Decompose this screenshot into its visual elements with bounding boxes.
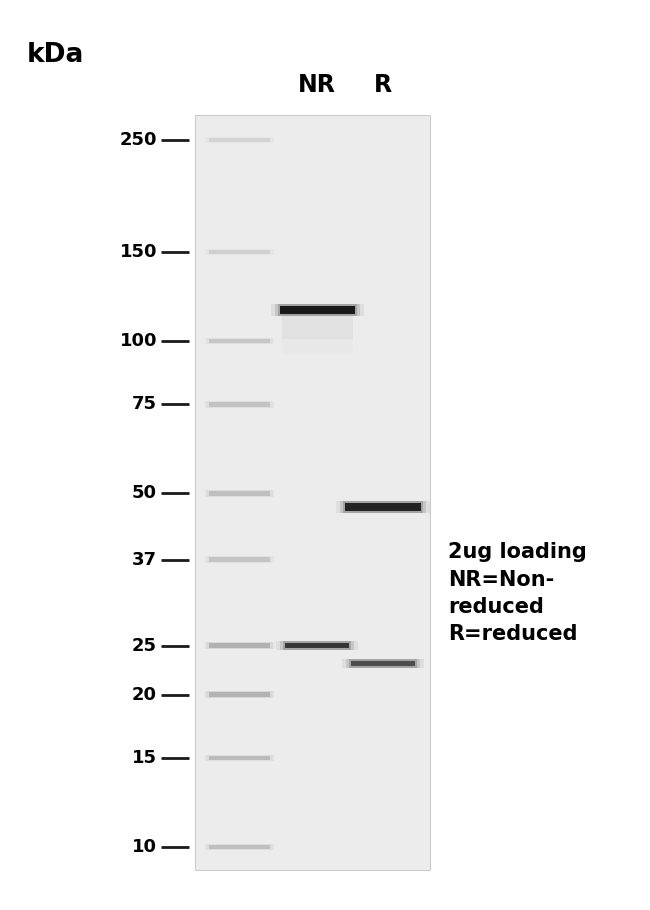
Bar: [285, 643, 349, 648]
Text: 37: 37: [132, 551, 157, 569]
Bar: [346, 660, 420, 669]
Bar: [351, 662, 415, 666]
Text: NR: NR: [298, 73, 336, 97]
Bar: [209, 402, 270, 407]
Bar: [209, 755, 270, 760]
Bar: [204, 490, 275, 497]
Text: 50: 50: [132, 484, 157, 502]
Bar: [281, 315, 353, 339]
Text: 2ug loading
NR=Non-
reduced
R=reduced: 2ug loading NR=Non- reduced R=reduced: [448, 542, 587, 644]
Bar: [204, 754, 275, 761]
Bar: [195, 115, 430, 870]
Text: 10: 10: [132, 838, 157, 856]
Bar: [341, 501, 426, 513]
Bar: [206, 642, 273, 649]
Bar: [343, 501, 422, 513]
Text: 150: 150: [120, 243, 157, 261]
Bar: [204, 248, 275, 256]
Bar: [349, 660, 417, 669]
Bar: [278, 305, 357, 317]
Bar: [342, 660, 424, 669]
Bar: [345, 503, 421, 511]
Text: R: R: [374, 73, 392, 97]
Bar: [209, 844, 270, 849]
Bar: [204, 844, 275, 850]
Bar: [206, 754, 273, 761]
Bar: [204, 401, 275, 408]
Bar: [209, 643, 270, 648]
Bar: [204, 338, 275, 344]
Bar: [204, 692, 275, 698]
Text: 15: 15: [132, 749, 157, 767]
Bar: [209, 693, 270, 697]
Bar: [209, 250, 270, 254]
Bar: [209, 137, 270, 142]
Bar: [206, 844, 273, 850]
Bar: [276, 642, 358, 650]
Text: 250: 250: [120, 131, 157, 149]
Bar: [206, 401, 273, 408]
Bar: [283, 642, 351, 650]
Bar: [337, 501, 430, 513]
Bar: [209, 339, 270, 343]
Bar: [204, 642, 275, 649]
Text: 25: 25: [132, 637, 157, 654]
Bar: [204, 556, 275, 562]
Text: 20: 20: [132, 685, 157, 703]
Bar: [209, 557, 270, 561]
Bar: [204, 136, 275, 143]
Bar: [206, 556, 273, 562]
Bar: [206, 248, 273, 256]
Bar: [280, 642, 354, 650]
Bar: [274, 305, 360, 317]
Bar: [206, 490, 273, 497]
Bar: [206, 692, 273, 698]
Text: 100: 100: [120, 332, 157, 350]
Bar: [280, 307, 355, 315]
Bar: [206, 136, 273, 143]
Bar: [209, 491, 270, 496]
Bar: [270, 305, 364, 317]
Text: 75: 75: [132, 395, 157, 413]
Bar: [281, 315, 353, 354]
Bar: [206, 338, 273, 344]
Text: kDa: kDa: [26, 42, 84, 68]
